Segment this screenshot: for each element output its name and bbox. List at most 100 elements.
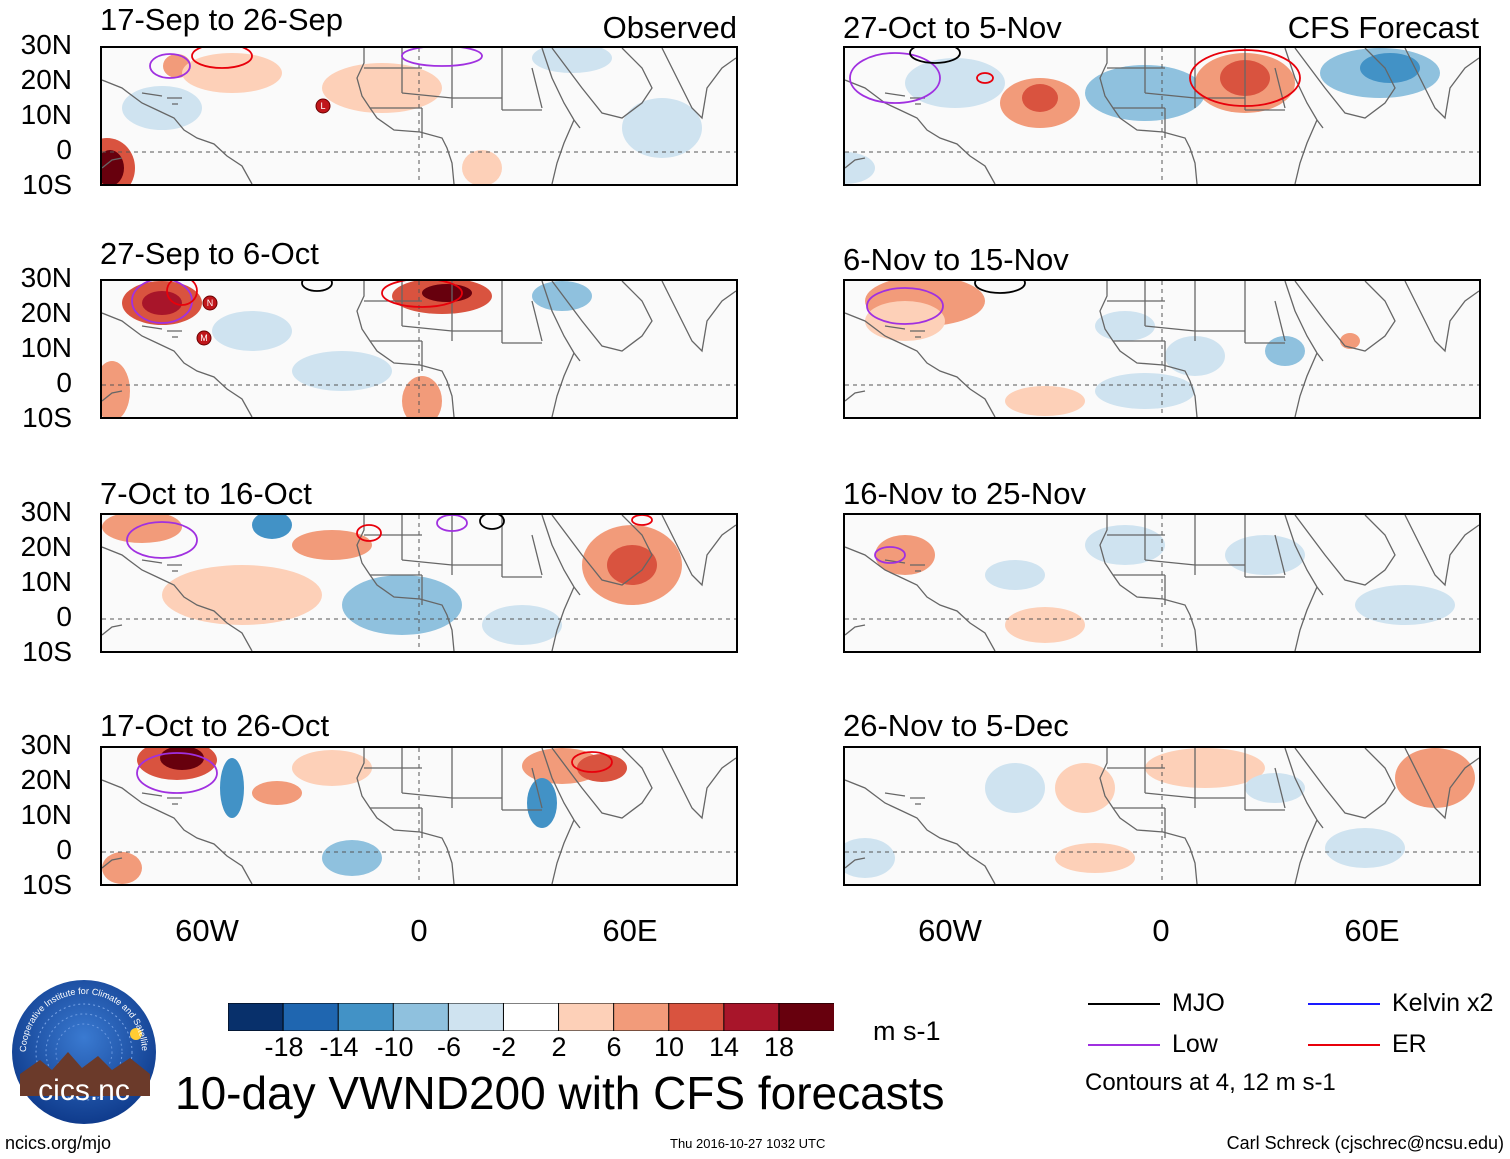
anomaly-shading: [1095, 311, 1155, 341]
coastline: [1294, 48, 1396, 119]
anomaly-shading: [1005, 607, 1085, 643]
filter-contour: [976, 72, 994, 84]
coastline: [1245, 534, 1286, 578]
coastline: [661, 48, 736, 120]
coastline: [141, 92, 182, 105]
filter-contour: [301, 281, 333, 292]
coastline: [541, 48, 581, 184]
storm-marker: M: [196, 330, 212, 346]
units-label: m s-1: [873, 1016, 941, 1046]
anomaly-shading: [322, 840, 382, 876]
footer-author: Carl Schreck (cjschrec@ncsu.edu): [1226, 1133, 1504, 1153]
anomaly-shading: [622, 98, 702, 158]
lon-label-right-60e: 60E: [1344, 913, 1400, 948]
colorbar-swatch: [228, 1003, 285, 1031]
coastline: [1099, 281, 1198, 417]
lat-label: 20N: [20, 64, 72, 95]
coastline: [364, 48, 503, 110]
coastline: [1404, 748, 1479, 820]
lat-label: 10N: [20, 799, 72, 830]
map-svg: [845, 281, 1479, 417]
filter-contour: [974, 281, 1026, 294]
coastline: [1107, 281, 1246, 343]
anomaly-shading: [220, 758, 244, 818]
colorbar-swatch: [337, 1003, 395, 1031]
coastline: [356, 748, 455, 884]
lon-label-left-60w: 60W: [175, 913, 239, 948]
coastline: [845, 624, 866, 636]
lat-label: 20N: [20, 531, 72, 562]
lat-label: 0: [56, 367, 72, 398]
coastline: [661, 515, 736, 587]
lat-label: 0: [56, 834, 72, 865]
filter-contour: [356, 524, 382, 542]
anomaly-shading: [422, 284, 472, 302]
coastline: [845, 390, 866, 402]
anomaly-shading: [1145, 748, 1265, 788]
footer-timestamp: Thu 2016-10-27 1032 UTC: [670, 1136, 826, 1151]
anomaly-shading: [1005, 386, 1085, 416]
coastline: [1284, 515, 1324, 651]
lon-label-left-0: 0: [410, 913, 428, 948]
legend-line-low: [1088, 1044, 1160, 1046]
anomaly-shading: [482, 605, 562, 645]
lat-label: 10S: [22, 636, 72, 667]
legend-line-kelvin: [1308, 1003, 1380, 1005]
coastline: [364, 748, 503, 810]
coastline: [1404, 515, 1479, 587]
map-svg: [845, 748, 1479, 884]
colorbar-swatch: [502, 1003, 560, 1031]
lon-label-right-60w: 60W: [918, 913, 982, 948]
coastline: [502, 534, 543, 578]
storm-marker-label: N: [207, 298, 214, 308]
anomaly-shading: [322, 63, 442, 113]
anomaly-shading: [252, 515, 292, 539]
coastline: [370, 574, 423, 605]
lat-label: 10N: [20, 566, 72, 597]
coastline: [1245, 767, 1286, 811]
lat-label: 20N: [20, 764, 72, 795]
panel-title-left-2: 27-Sep to 6-Oct: [100, 236, 319, 271]
coastline: [1404, 48, 1479, 120]
coastline: [370, 807, 423, 838]
lat-label: 30N: [20, 29, 72, 60]
lat-label: 10N: [20, 99, 72, 130]
coastline: [845, 546, 996, 651]
anomaly-shading: [102, 515, 182, 543]
anomaly-shading: [462, 150, 502, 184]
lat-label: 0: [56, 134, 72, 165]
coastline: [102, 857, 123, 869]
legend-label-er: ER: [1392, 1030, 1427, 1058]
lat-label: 30N: [20, 262, 72, 293]
anomaly-shading: [865, 301, 945, 341]
colorbar-swatch: [558, 1003, 615, 1031]
colorbar-swatch: [613, 1003, 670, 1031]
colorbar-label: 18: [763, 1032, 795, 1062]
anomaly-shading: [162, 565, 322, 625]
anomaly-shading: [292, 351, 392, 391]
storm-marker-label: L: [320, 101, 325, 111]
panel-title-right-1: 27-Oct to 5-Nov: [843, 10, 1062, 45]
coastline: [1107, 748, 1246, 810]
colorbar-label: 14: [708, 1032, 740, 1062]
coastline: [661, 748, 736, 820]
anomaly-shading: [122, 86, 202, 130]
colorbar-label: -18: [264, 1032, 304, 1062]
colorbar-label: -14: [319, 1032, 359, 1062]
panel-title-left-3: 7-Oct to 16-Oct: [100, 476, 312, 511]
lat-label: 30N: [20, 496, 72, 527]
anomaly-shading: [342, 575, 462, 635]
colorbar-label: 6: [606, 1032, 622, 1062]
anomaly-shading: [142, 291, 182, 315]
coastline: [502, 67, 543, 111]
anomaly-shading: [607, 545, 657, 585]
coastline: [1404, 281, 1479, 353]
coastline: [884, 792, 925, 805]
storm-marker: L: [315, 98, 331, 114]
coastline: [845, 79, 996, 184]
anomaly-shading: [292, 750, 372, 786]
filter-contour: [866, 287, 944, 325]
forecast-label: CFS Forecast: [1287, 10, 1479, 45]
footer-url[interactable]: ncics.org/mjo: [5, 1133, 112, 1153]
anomaly-shading: [577, 754, 627, 782]
